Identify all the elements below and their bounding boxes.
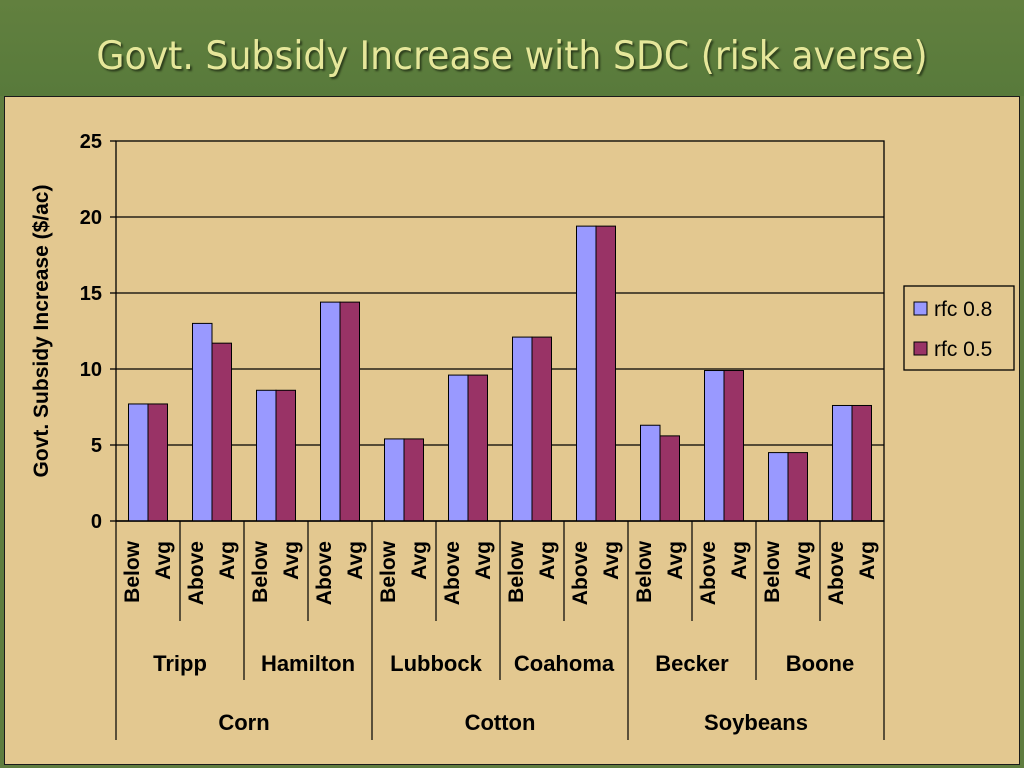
x-category-label: Above bbox=[185, 541, 208, 605]
x-category-label: Avg bbox=[472, 541, 495, 580]
bar-rfc-0-8 bbox=[384, 438, 405, 522]
bar-rfc-0-5 bbox=[275, 389, 296, 522]
y-tick-label: 10 bbox=[80, 359, 102, 381]
bar-rfc-0-8 bbox=[256, 389, 277, 522]
bar-rfc-0-5 bbox=[595, 225, 616, 522]
x-category-label: Below bbox=[633, 540, 656, 603]
bar-rfc-0-8 bbox=[512, 336, 533, 522]
bar-rfc-0-8 bbox=[192, 322, 213, 522]
x-category-label: Below bbox=[761, 540, 784, 603]
bar-rfc-0-5 bbox=[531, 336, 552, 522]
y-tick-label: 20 bbox=[80, 207, 102, 229]
bar-rfc-0-5 bbox=[403, 438, 424, 522]
x-crop-label: Corn bbox=[218, 710, 269, 735]
x-category-label: Avg bbox=[344, 541, 367, 580]
x-category-label: Above bbox=[313, 541, 336, 605]
bar-rfc-0-8 bbox=[128, 403, 149, 522]
legend-label: rfc 0.5 bbox=[934, 338, 992, 361]
x-category-label: Above bbox=[441, 541, 464, 605]
x-category-label: Avg bbox=[536, 541, 559, 580]
bar-rfc-0-8 bbox=[320, 301, 341, 522]
bar-rfc-0-8 bbox=[448, 374, 469, 522]
legend-label: rfc 0.8 bbox=[934, 298, 992, 321]
x-category-label: Avg bbox=[728, 541, 751, 580]
x-crop-label: Cotton bbox=[465, 710, 536, 735]
x-location-label: Coahoma bbox=[514, 651, 615, 676]
x-category-label: Below bbox=[121, 540, 144, 603]
y-tick-label: 0 bbox=[91, 511, 102, 533]
y-tick-label: 5 bbox=[91, 435, 102, 457]
x-category-label: Above bbox=[569, 541, 592, 605]
y-tick-label: 15 bbox=[80, 283, 102, 305]
bar-rfc-0-5 bbox=[339, 301, 360, 522]
y-axis-label: Govt. Subsidy Increase ($/ac) bbox=[30, 185, 53, 478]
bar-rfc-0-5 bbox=[659, 435, 680, 522]
x-category-label: Avg bbox=[216, 541, 239, 580]
legend-swatch bbox=[913, 341, 928, 356]
x-location-label: Lubbock bbox=[390, 651, 482, 676]
x-category-label: Below bbox=[505, 540, 528, 603]
plot-area bbox=[115, 140, 885, 522]
bar-rfc-0-8 bbox=[640, 424, 661, 522]
y-tick-label: 25 bbox=[80, 131, 102, 153]
bar-rfc-0-8 bbox=[832, 404, 853, 522]
bar-rfc-0-5 bbox=[467, 374, 488, 522]
x-category-label: Avg bbox=[408, 541, 431, 580]
x-location-label: Becker bbox=[655, 651, 729, 676]
x-location-label: Hamilton bbox=[261, 651, 355, 676]
x-category-label: Below bbox=[377, 540, 400, 603]
legend-box bbox=[903, 285, 1015, 371]
x-category-label: Avg bbox=[856, 541, 879, 580]
x-location-label: Boone bbox=[786, 651, 854, 676]
legend-swatch bbox=[913, 301, 928, 316]
x-category-label: Above bbox=[697, 541, 720, 605]
x-category-label: Above bbox=[825, 541, 848, 605]
bar-rfc-0-5 bbox=[787, 452, 808, 522]
x-category-label: Below bbox=[249, 540, 272, 603]
bar-rfc-0-5 bbox=[147, 403, 168, 522]
x-category-label: Avg bbox=[280, 541, 303, 580]
bar-rfc-0-8 bbox=[576, 225, 597, 522]
bar-rfc-0-8 bbox=[704, 370, 725, 522]
x-category-label: Avg bbox=[152, 541, 175, 580]
bar-rfc-0-8 bbox=[768, 452, 789, 522]
x-category-label: Avg bbox=[792, 541, 815, 580]
bar-rfc-0-5 bbox=[211, 342, 232, 522]
bar-rfc-0-5 bbox=[723, 370, 744, 522]
x-crop-label: Soybeans bbox=[704, 710, 808, 735]
slide-title: Govt. Subsidy Increase with SDC (risk av… bbox=[96, 34, 928, 79]
x-category-label: Avg bbox=[600, 541, 623, 580]
bar-rfc-0-5 bbox=[851, 404, 872, 522]
x-location-label: Tripp bbox=[153, 651, 207, 676]
x-category-label: Avg bbox=[664, 541, 687, 580]
title-bar: Govt. Subsidy Increase with SDC (risk av… bbox=[0, 0, 1024, 96]
